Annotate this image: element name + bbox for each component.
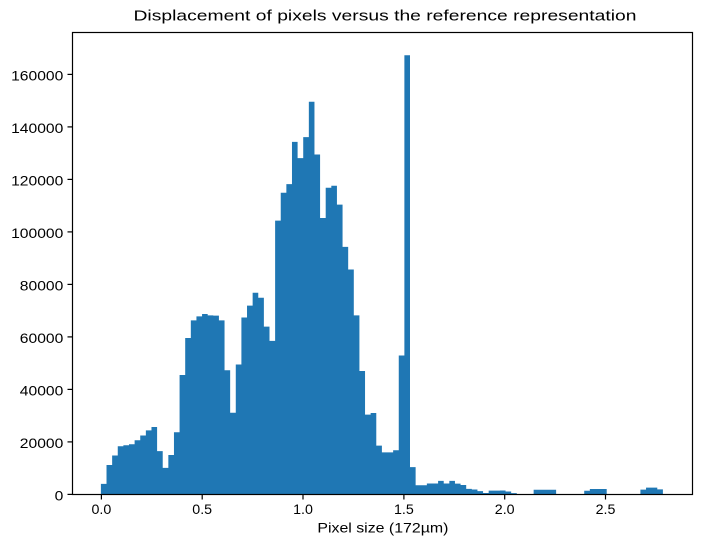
svg-text:100000: 100000 bbox=[11, 225, 63, 241]
svg-text:0.0: 0.0 bbox=[92, 501, 112, 517]
svg-text:20000: 20000 bbox=[20, 435, 64, 451]
svg-text:0: 0 bbox=[55, 488, 64, 504]
svg-text:Pixel size (172µm): Pixel size (172µm) bbox=[317, 520, 448, 536]
svg-text:Displacement of pixels versus: Displacement of pixels versus the refere… bbox=[134, 7, 637, 24]
svg-text:0.5: 0.5 bbox=[192, 501, 212, 517]
svg-text:1.0: 1.0 bbox=[293, 501, 313, 517]
svg-text:120000: 120000 bbox=[11, 173, 63, 189]
svg-text:160000: 160000 bbox=[11, 68, 63, 84]
svg-text:2.5: 2.5 bbox=[596, 501, 616, 517]
svg-text:60000: 60000 bbox=[20, 330, 64, 346]
svg-text:2.0: 2.0 bbox=[495, 501, 515, 517]
svg-text:1.5: 1.5 bbox=[394, 501, 414, 517]
svg-text:80000: 80000 bbox=[20, 278, 64, 294]
svg-text:40000: 40000 bbox=[20, 383, 64, 399]
svg-text:140000: 140000 bbox=[11, 120, 63, 136]
